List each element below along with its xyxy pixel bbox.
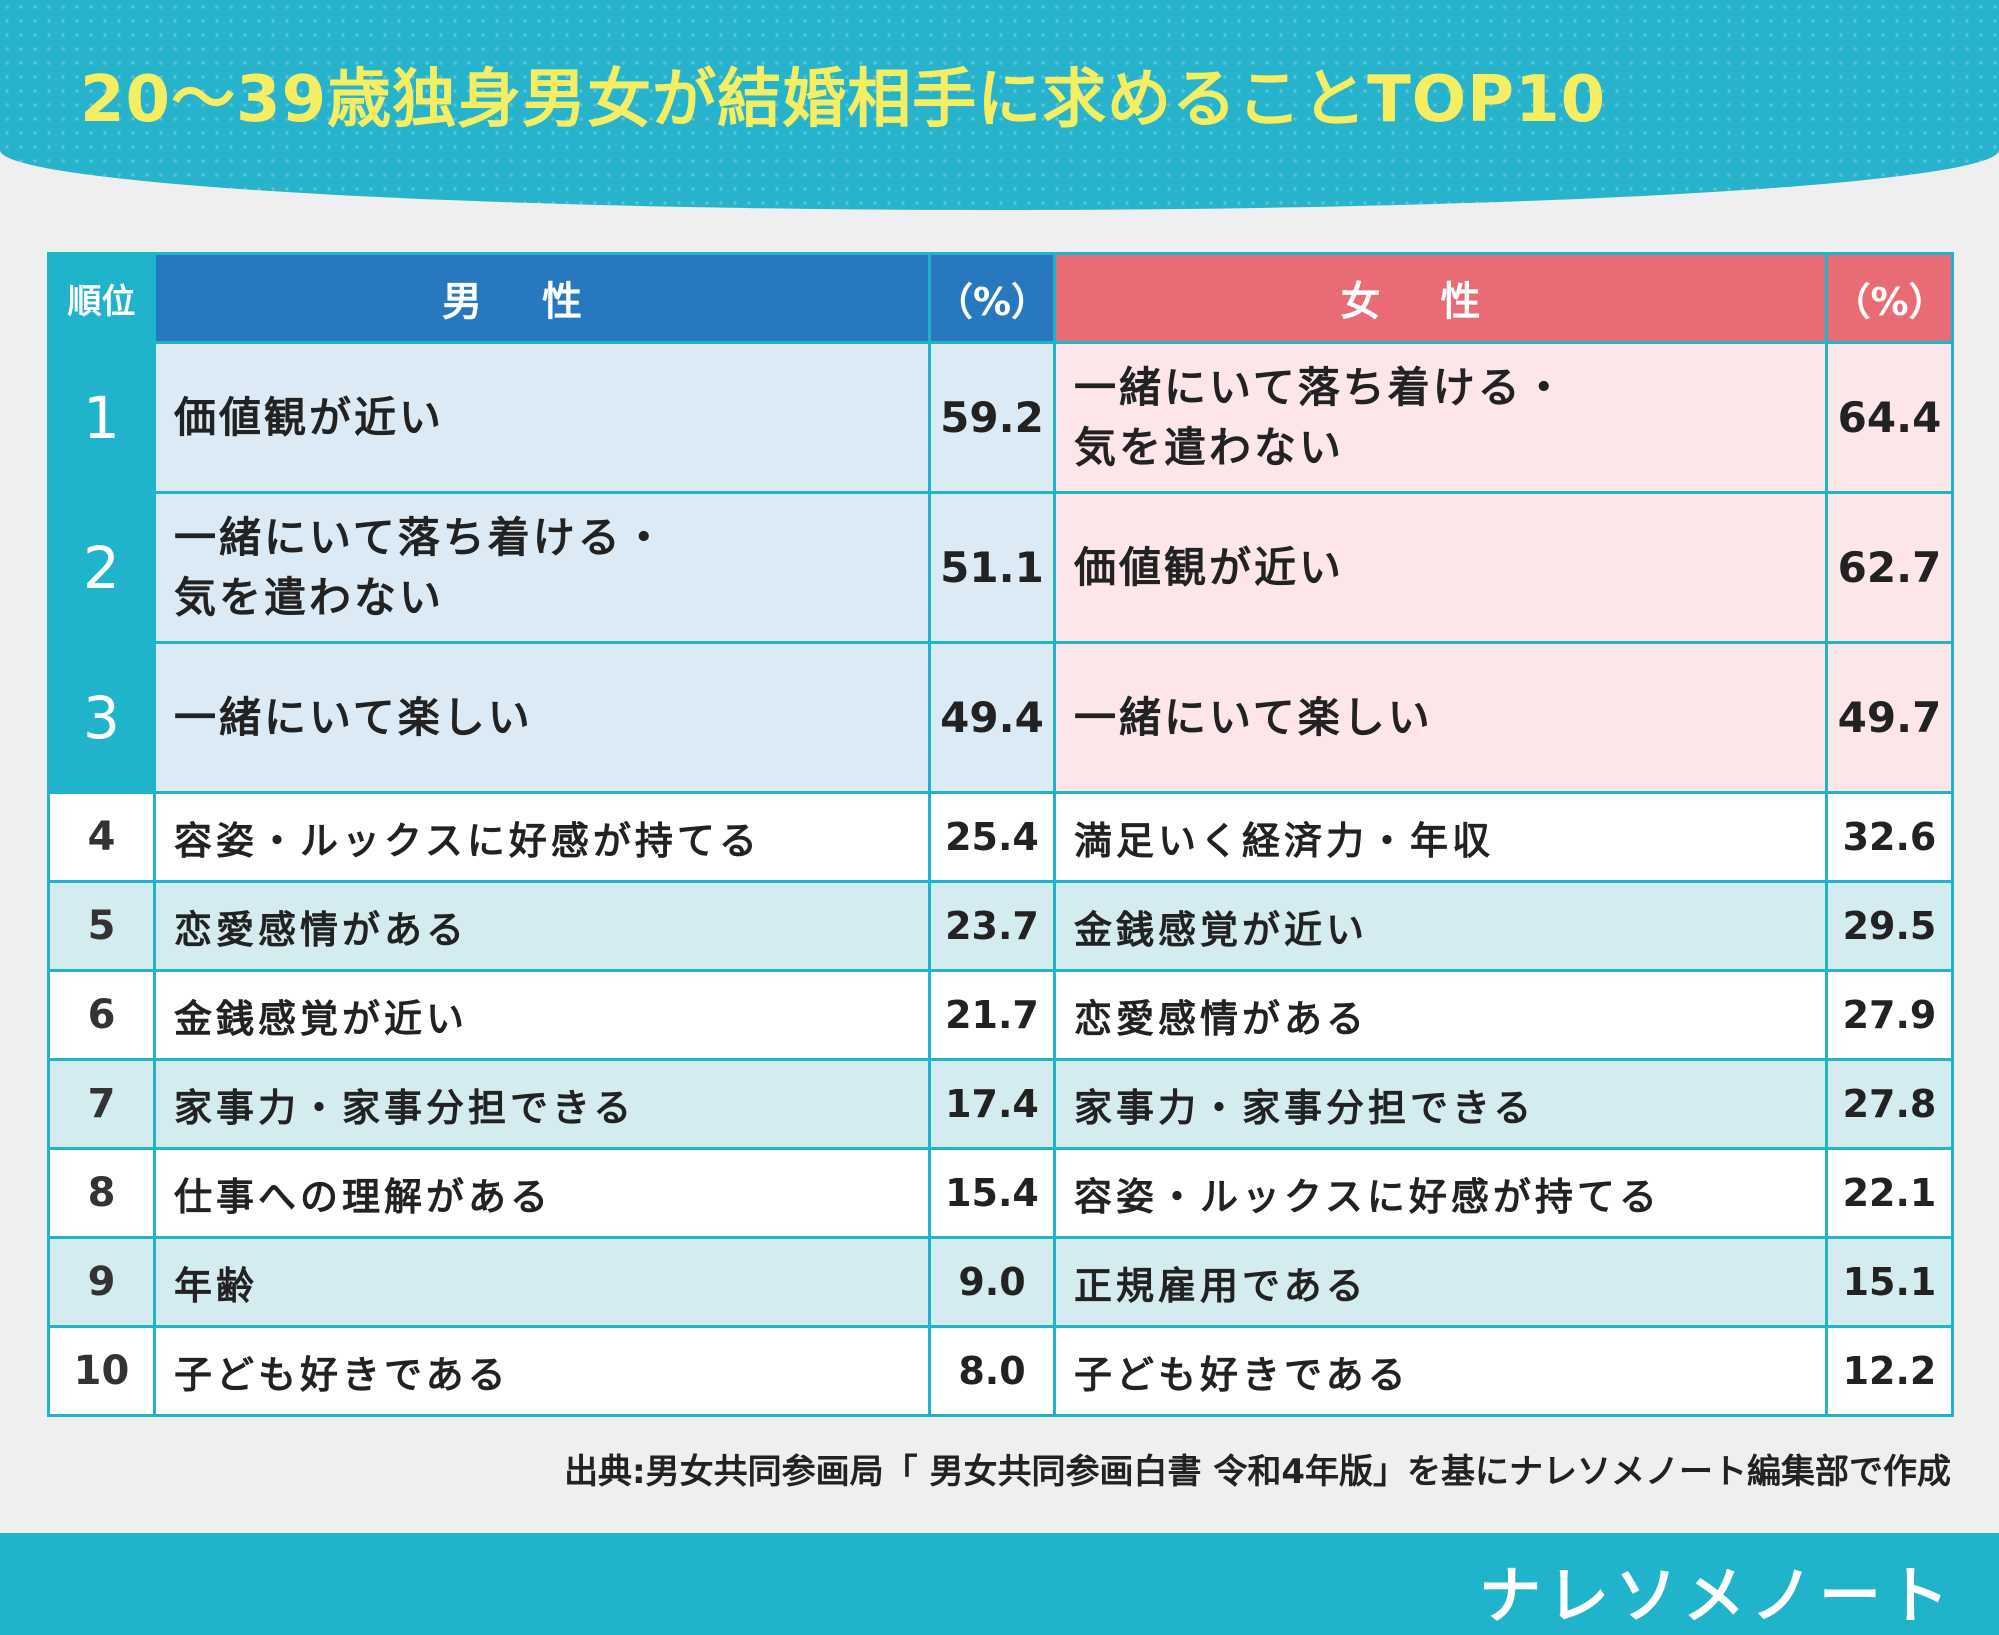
female-item: 金銭感覚が近い <box>1053 880 1828 972</box>
female-item: 一緒にいて楽しい <box>1053 641 1828 794</box>
male-percent: 25.4 <box>928 791 1056 883</box>
rank-cell: 8 <box>47 1147 156 1239</box>
female-percent: 32.6 <box>1825 791 1954 883</box>
female-item: 容姿・ルックスに好感が持てる <box>1053 1147 1828 1239</box>
female-item: 子ども好きである <box>1053 1325 1828 1417</box>
male-item: 一緒にいて楽しい <box>153 641 931 794</box>
male-item: 年齢 <box>153 1236 931 1328</box>
female-percent: 22.1 <box>1825 1147 1954 1239</box>
header-rank: 順位 <box>47 252 156 344</box>
female-item: 家事力・家事分担できる <box>1053 1058 1828 1150</box>
header-female-percent: （%） <box>1825 252 1954 344</box>
rank-cell: 2 <box>47 491 156 644</box>
table-row: 9 年齢 9.0 正規雇用である 15.1 <box>47 1236 1954 1328</box>
female-percent: 29.5 <box>1825 880 1954 972</box>
ranking-table: 順位 男性 （%） 女性 （%） 1 価値観が近い 59.2 一緒にいて落ち着ける・ … <box>47 252 1954 1417</box>
table-row: 5 恋愛感情がある 23.7 金銭感覚が近い 29.5 <box>47 880 1954 972</box>
female-percent: 49.7 <box>1825 641 1954 794</box>
page-title: 20～39歳独身男女が結婚相手に求めることTOP10 <box>80 63 1607 137</box>
rank-cell: 3 <box>47 641 156 794</box>
table-row: 8 仕事への理解がある 15.4 容姿・ルックスに好感が持てる 22.1 <box>47 1147 1954 1239</box>
female-percent: 12.2 <box>1825 1325 1954 1417</box>
rank-cell: 1 <box>47 341 156 494</box>
rank-cell: 7 <box>47 1058 156 1150</box>
brand-logo: ナレソメノート <box>1478 1559 1955 1632</box>
header-female: 女性 <box>1053 252 1828 344</box>
header-banner: 20～39歳独身男女が結婚相手に求めることTOP10 <box>0 0 1999 210</box>
male-percent: 8.0 <box>928 1325 1056 1417</box>
rank-cell: 10 <box>47 1325 156 1417</box>
rank-cell: 6 <box>47 969 156 1061</box>
table-row: 1 価値観が近い 59.2 一緒にいて落ち着ける・ 気を遣わない 64.4 <box>47 341 1954 494</box>
male-item: 子ども好きである <box>153 1325 931 1417</box>
male-percent: 59.2 <box>928 341 1056 494</box>
rank-cell: 5 <box>47 880 156 972</box>
male-percent: 15.4 <box>928 1147 1056 1239</box>
table-row: 10 子ども好きである 8.0 子ども好きである 12.2 <box>47 1325 1954 1417</box>
table-header-row: 順位 男性 （%） 女性 （%） <box>47 252 1954 344</box>
table-row: 4 容姿・ルックスに好感が持てる 25.4 満足いく経済力・年収 32.6 <box>47 791 1954 883</box>
male-percent: 17.4 <box>928 1058 1056 1150</box>
footer-bar: ナレソメノート <box>0 1533 1999 1635</box>
female-percent: 27.8 <box>1825 1058 1954 1150</box>
female-item: 満足いく経済力・年収 <box>1053 791 1828 883</box>
male-percent: 21.7 <box>928 969 1056 1061</box>
male-percent: 49.4 <box>928 641 1056 794</box>
male-percent: 51.1 <box>928 491 1056 644</box>
female-item: 一緒にいて落ち着ける・ 気を遣わない <box>1053 341 1828 494</box>
male-item: 恋愛感情がある <box>153 880 931 972</box>
table-row: 2 一緒にいて落ち着ける・ 気を遣わない 51.1 価値観が近い 62.7 <box>47 491 1954 644</box>
rank-cell: 9 <box>47 1236 156 1328</box>
female-item: 恋愛感情がある <box>1053 969 1828 1061</box>
male-item: 容姿・ルックスに好感が持てる <box>153 791 931 883</box>
header-male-percent: （%） <box>928 252 1056 344</box>
female-percent: 64.4 <box>1825 341 1954 494</box>
male-percent: 23.7 <box>928 880 1056 972</box>
female-item: 価値観が近い <box>1053 491 1828 644</box>
female-percent: 27.9 <box>1825 969 1954 1061</box>
male-item: 家事力・家事分担できる <box>153 1058 931 1150</box>
male-item: 仕事への理解がある <box>153 1147 931 1239</box>
female-item: 正規雇用である <box>1053 1236 1828 1328</box>
table-row: 3 一緒にいて楽しい 49.4 一緒にいて楽しい 49.7 <box>47 641 1954 794</box>
male-item: 金銭感覚が近い <box>153 969 931 1061</box>
rank-cell: 4 <box>47 791 156 883</box>
female-percent: 62.7 <box>1825 491 1954 644</box>
table-row: 7 家事力・家事分担できる 17.4 家事力・家事分担できる 27.8 <box>47 1058 1954 1150</box>
male-item: 一緒にいて落ち着ける・ 気を遣わない <box>153 491 931 644</box>
female-percent: 15.1 <box>1825 1236 1954 1328</box>
male-item: 価値観が近い <box>153 341 931 494</box>
table-row: 6 金銭感覚が近い 21.7 恋愛感情がある 27.9 <box>47 969 1954 1061</box>
male-percent: 9.0 <box>928 1236 1056 1328</box>
header-male: 男性 <box>153 252 931 344</box>
source-note: 出典:男女共同参画局「 男女共同参画白書 令和4年版」を基にナレソメノート編集部… <box>564 1452 1951 1492</box>
table-body: 1 価値観が近い 59.2 一緒にいて落ち着ける・ 気を遣わない 64.4 2 一緒にいて落… <box>47 341 1954 1417</box>
